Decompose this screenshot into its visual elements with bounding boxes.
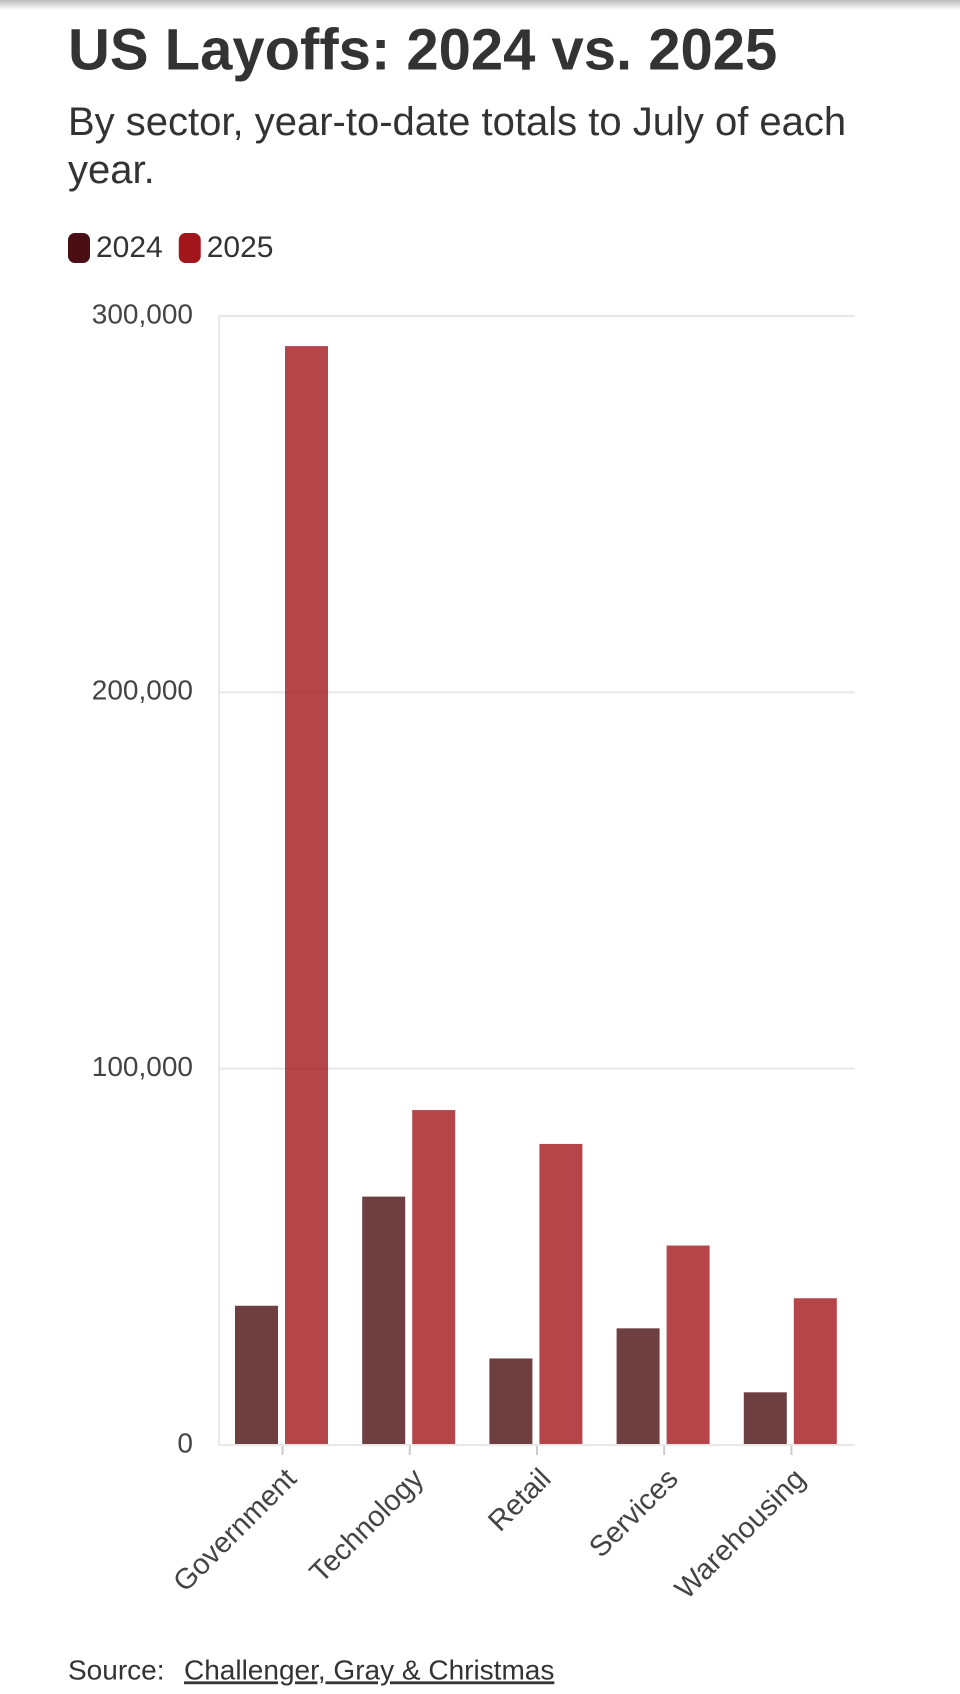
x-tick-label: Warehousing xyxy=(669,1463,812,1606)
y-tick-label: 200,000 xyxy=(92,675,193,706)
bar xyxy=(489,1358,533,1445)
source-link[interactable]: Challenger, Gray & Christmas xyxy=(184,1654,554,1685)
bar xyxy=(743,1392,787,1445)
bar xyxy=(412,1110,456,1445)
bar xyxy=(793,1298,837,1445)
legend-swatch xyxy=(68,233,90,263)
chart-title: US Layoffs: 2024 vs. 2025 xyxy=(68,17,777,82)
chart-subtitle: By sector, year-to-date totals to July o… xyxy=(68,100,847,192)
top-shadow xyxy=(0,0,960,10)
source-label: Source: xyxy=(68,1654,165,1685)
bar xyxy=(235,1305,278,1445)
legend-swatch xyxy=(178,233,201,263)
legend-label: 2024 xyxy=(96,231,163,264)
legend: 2024 2025 xyxy=(68,231,274,264)
plot: 0 100,000 200,000 300,000 Government Technolo… xyxy=(92,298,855,1605)
y-tick-label: 300,000 xyxy=(92,298,193,329)
bar xyxy=(539,1143,583,1445)
bar xyxy=(362,1196,406,1445)
legend-label: 2025 xyxy=(207,231,274,264)
x-tick-label: Services xyxy=(583,1463,684,1564)
bar xyxy=(616,1328,660,1445)
subtitle-box: By sector, year-to-date totals to July o… xyxy=(68,100,847,192)
y-tick-label: 100,000 xyxy=(92,1051,193,1082)
bar xyxy=(285,346,328,1445)
y-tick-label: 0 xyxy=(177,1427,193,1458)
x-tick-label: Retail xyxy=(482,1463,557,1538)
x-tick-label: Technology xyxy=(304,1462,431,1589)
x-tick-label: Government xyxy=(167,1463,302,1598)
bar xyxy=(666,1245,710,1445)
